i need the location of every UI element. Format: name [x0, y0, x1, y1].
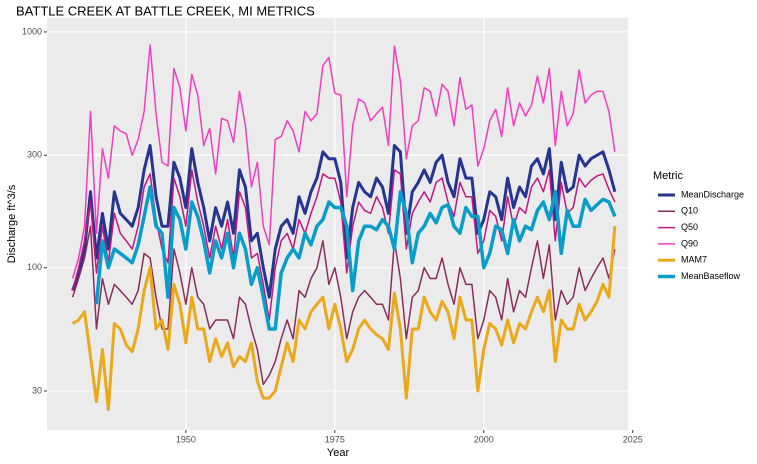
- y-tick-label: 1000: [22, 26, 42, 36]
- chart-title: BATTLE CREEK AT BATTLE CREEK, MI METRICS: [16, 3, 315, 18]
- x-axis-title: Year: [327, 447, 350, 459]
- legend-label: MeanDischarge: [681, 189, 744, 199]
- series-line: [71, 44, 616, 279]
- x-tick-label: 1950: [176, 434, 196, 444]
- x-tick-label: 1975: [325, 434, 345, 444]
- series-line: [71, 226, 617, 412]
- legend-label: Q50: [681, 222, 698, 232]
- y-axis-title: Discharge ft^3/s: [6, 184, 18, 263]
- y-tick-label: 300: [27, 150, 42, 160]
- legend-label: Q10: [681, 206, 698, 216]
- legend-label: Q90: [681, 238, 698, 248]
- legend-label: MeanBaseflow: [681, 271, 741, 281]
- x-tick-label: 2000: [474, 434, 494, 444]
- y-tick-label: 30: [32, 385, 42, 395]
- series-line: [94, 185, 617, 331]
- y-tick-label: 100: [27, 262, 42, 272]
- x-tick-label: 2025: [623, 434, 643, 444]
- legend-title: Metric: [653, 170, 683, 182]
- legend-label: MAM7: [681, 255, 707, 265]
